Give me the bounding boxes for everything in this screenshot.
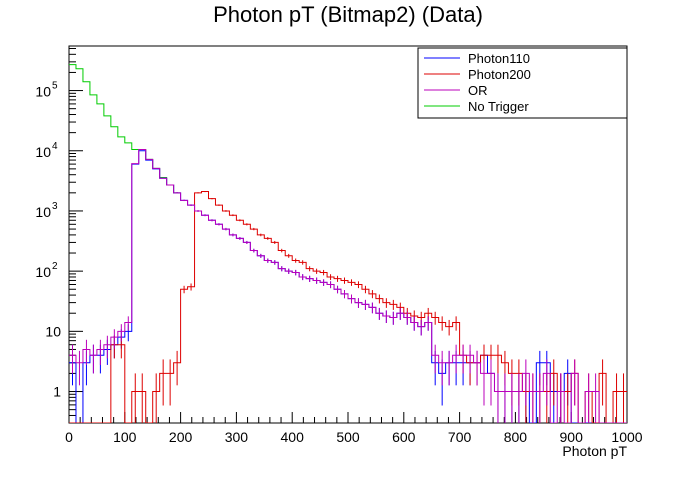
x-tick-label: 600 — [392, 429, 416, 445]
y-tick-label: 10 — [35, 264, 51, 280]
x-tick-label: 300 — [225, 429, 249, 445]
x-tick-label: 1000 — [611, 429, 642, 445]
series-line — [69, 64, 181, 194]
series-no-trigger — [69, 64, 181, 194]
y-tick-exponent: 2 — [52, 261, 58, 272]
x-tick-label: 400 — [281, 429, 305, 445]
y-tick-label: 10 — [45, 323, 61, 339]
series-line — [69, 191, 627, 423]
y-tick-exponent: 5 — [52, 81, 58, 92]
x-tick-label: 500 — [336, 429, 360, 445]
x-tick-label: 200 — [169, 429, 193, 445]
x-tick-label: 100 — [113, 429, 137, 445]
legend-label: Photon200 — [468, 67, 531, 82]
legend-label: Photon110 — [468, 51, 530, 66]
series-line — [69, 148, 627, 423]
legend-label: OR — [468, 83, 488, 98]
y-tick-exponent: 3 — [52, 201, 58, 212]
series-or — [69, 148, 627, 423]
x-tick-label: 700 — [448, 429, 472, 445]
y-tick-label: 10 — [35, 144, 51, 160]
chart-title: Photon pT (Bitmap2) (Data) — [213, 2, 483, 27]
legend-label: No Trigger — [468, 99, 529, 114]
y-tick-label: 1 — [53, 384, 61, 400]
y-tick-label: 10 — [35, 84, 51, 100]
y-tick-label: 10 — [35, 204, 51, 220]
x-axis-label: Photon pT — [562, 443, 627, 459]
x-tick-label: 0 — [65, 429, 73, 445]
x-tick-label: 800 — [504, 429, 528, 445]
y-tick-exponent: 4 — [52, 141, 58, 152]
x-tick-label: 900 — [560, 429, 584, 445]
